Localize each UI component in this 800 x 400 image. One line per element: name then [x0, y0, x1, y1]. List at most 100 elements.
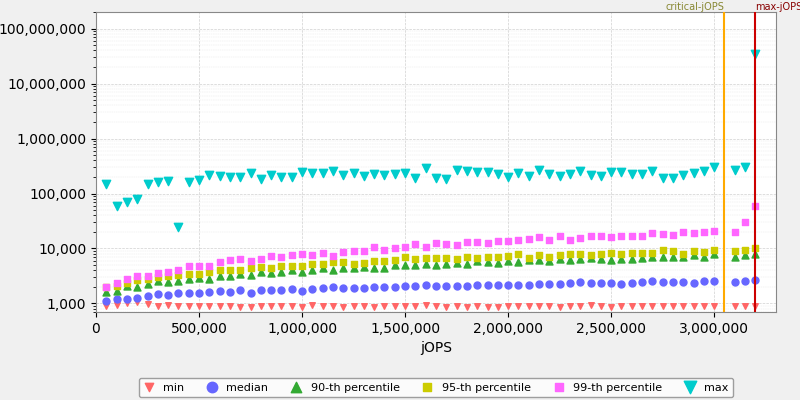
- 90-th percentile: [368, 265, 381, 271]
- 90-th percentile: [388, 262, 401, 269]
- 90-th percentile: [244, 272, 257, 278]
- 90-th percentile: [378, 264, 391, 271]
- 99-th percentile: [626, 233, 638, 239]
- 99-th percentile: [502, 238, 514, 244]
- 90-th percentile: [584, 254, 597, 261]
- 95-th percentile: [182, 271, 195, 278]
- max: [275, 174, 288, 180]
- 99-th percentile: [543, 237, 556, 244]
- max: [554, 173, 566, 179]
- 90-th percentile: [605, 256, 618, 263]
- 99-th percentile: [286, 252, 298, 258]
- min: [522, 303, 535, 309]
- 95-th percentile: [605, 250, 618, 256]
- 90-th percentile: [358, 264, 370, 270]
- max: [543, 170, 556, 177]
- 99-th percentile: [666, 231, 679, 238]
- 90-th percentile: [151, 277, 164, 284]
- 95-th percentile: [275, 263, 288, 270]
- 90-th percentile: [409, 262, 422, 268]
- 90-th percentile: [738, 252, 751, 258]
- 90-th percentile: [728, 254, 741, 260]
- 90-th percentile: [162, 279, 174, 286]
- 90-th percentile: [656, 254, 669, 260]
- 99-th percentile: [563, 237, 576, 244]
- max: [533, 167, 546, 173]
- 99-th percentile: [244, 258, 257, 265]
- median: [450, 282, 463, 289]
- 99-th percentile: [615, 233, 628, 239]
- 90-th percentile: [708, 251, 721, 257]
- 99-th percentile: [162, 268, 174, 275]
- min: [265, 303, 278, 310]
- max: [450, 167, 463, 173]
- median: [316, 285, 329, 292]
- 95-th percentile: [110, 282, 123, 289]
- median: [306, 286, 318, 292]
- min: [615, 303, 628, 309]
- max: [100, 181, 113, 187]
- median: [605, 280, 618, 286]
- min: [141, 300, 154, 307]
- 99-th percentile: [326, 253, 339, 259]
- median: [533, 281, 546, 288]
- median: [646, 278, 658, 284]
- max: [615, 168, 628, 175]
- 95-th percentile: [584, 252, 597, 258]
- 99-th percentile: [296, 250, 309, 257]
- max: [214, 172, 226, 179]
- median: [594, 280, 607, 286]
- 95-th percentile: [543, 254, 556, 260]
- 90-th percentile: [594, 256, 607, 262]
- 95-th percentile: [358, 260, 370, 266]
- 90-th percentile: [430, 262, 442, 268]
- 99-th percentile: [358, 248, 370, 254]
- min: [430, 303, 442, 309]
- 90-th percentile: [554, 256, 566, 262]
- min: [502, 303, 514, 309]
- median: [398, 283, 411, 289]
- 95-th percentile: [326, 259, 339, 266]
- 90-th percentile: [615, 256, 628, 263]
- min: [440, 303, 453, 310]
- max: [162, 178, 174, 184]
- 95-th percentile: [687, 248, 700, 254]
- max: [440, 176, 453, 182]
- 99-th percentile: [687, 229, 700, 236]
- max: [461, 168, 474, 174]
- median: [636, 279, 649, 286]
- max: [522, 173, 535, 179]
- max: [512, 170, 525, 176]
- max: [358, 173, 370, 180]
- min: [162, 302, 174, 308]
- median: [554, 281, 566, 287]
- 99-th percentile: [347, 247, 360, 254]
- median: [100, 298, 113, 305]
- max: [728, 166, 741, 173]
- 99-th percentile: [636, 232, 649, 239]
- median: [708, 278, 721, 284]
- 99-th percentile: [182, 262, 195, 269]
- 99-th percentile: [151, 270, 164, 276]
- max: [121, 199, 134, 205]
- 95-th percentile: [337, 259, 350, 265]
- 99-th percentile: [656, 230, 669, 237]
- min: [203, 303, 216, 310]
- min: [738, 303, 751, 309]
- median: [172, 290, 185, 296]
- 90-th percentile: [636, 255, 649, 261]
- median: [749, 276, 762, 283]
- median: [409, 283, 422, 290]
- 99-th percentile: [728, 229, 741, 235]
- 99-th percentile: [584, 233, 597, 240]
- max: [223, 174, 236, 181]
- max: [574, 168, 586, 174]
- 90-th percentile: [491, 260, 504, 266]
- median: [698, 278, 710, 284]
- 90-th percentile: [533, 257, 546, 263]
- max: [563, 171, 576, 177]
- max: [626, 171, 638, 177]
- 95-th percentile: [481, 254, 494, 261]
- median: [326, 284, 339, 290]
- 95-th percentile: [656, 247, 669, 254]
